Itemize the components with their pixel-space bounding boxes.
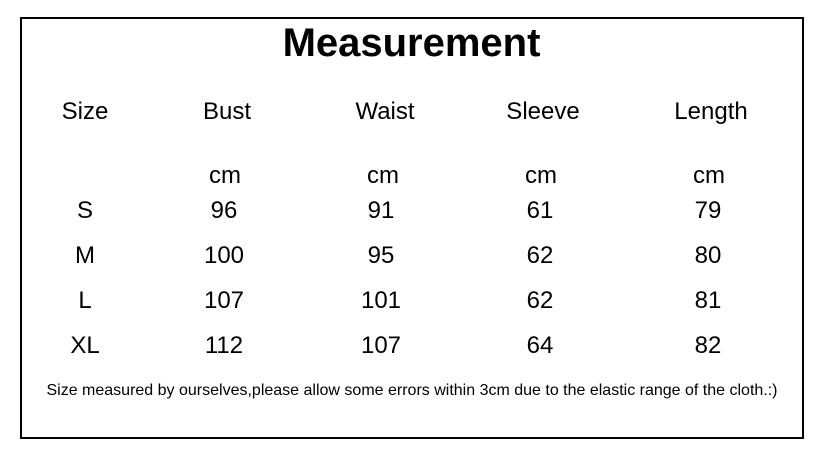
- column-header: Length: [674, 98, 748, 125]
- measurement-value: 95: [367, 242, 395, 269]
- measurement-value: 62: [526, 242, 554, 269]
- measurement-value: 107: [203, 287, 245, 314]
- unit-label: cm: [209, 162, 241, 189]
- measurement-value: 96: [210, 197, 238, 224]
- measurement-value: 91: [367, 197, 395, 224]
- column-header: Bust: [202, 98, 252, 125]
- measurement-value: 62: [526, 287, 554, 314]
- measurement-value: 80: [694, 242, 722, 269]
- size-label: S: [76, 197, 94, 224]
- chart-title: Measurement: [282, 21, 541, 65]
- size-label: M: [75, 242, 95, 269]
- size-chart-border: [20, 17, 804, 439]
- measurement-value: 81: [694, 287, 722, 314]
- unit-label: cm: [367, 162, 399, 189]
- column-header: Size: [61, 98, 109, 125]
- measurement-value: 100: [203, 242, 245, 269]
- measurement-value: 82: [694, 332, 722, 359]
- measurement-note: Size measured by ourselves,please allow …: [46, 382, 778, 399]
- measurement-value: 61: [526, 197, 554, 224]
- measurement-value: 101: [360, 287, 402, 314]
- unit-label: cm: [693, 162, 725, 189]
- measurement-value: 79: [694, 197, 722, 224]
- measurement-value: 112: [204, 332, 244, 359]
- column-header: Sleeve: [506, 98, 580, 125]
- measurement-value: 107: [360, 332, 402, 359]
- unit-label: cm: [525, 162, 557, 189]
- size-label: L: [78, 287, 92, 314]
- column-header: Waist: [355, 98, 415, 125]
- size-label: XL: [70, 332, 100, 359]
- measurement-value: 64: [526, 332, 554, 359]
